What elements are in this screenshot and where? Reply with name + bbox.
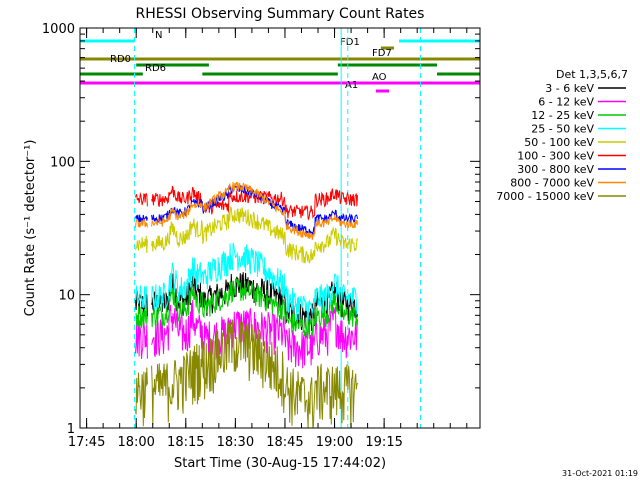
legend-entry: 6 - 12 keV	[538, 96, 594, 109]
y-tick-label: 1	[67, 422, 75, 437]
y-tick-label: 10	[58, 289, 75, 304]
series-line-1	[135, 299, 358, 369]
x-tick-label: 19:15	[365, 435, 402, 450]
legend-entry: 7000 - 15000 keV	[496, 190, 594, 203]
legend-title: Det 1,3,5,6,7	[556, 68, 628, 81]
legend-entry: 300 - 800 keV	[517, 163, 594, 176]
plot-frame	[79, 27, 481, 429]
legend-entry: 3 - 6 keV	[545, 82, 594, 95]
series-line-4	[135, 206, 358, 264]
flag-label-rd0: RD0	[110, 54, 131, 65]
legend-entry: 800 - 7000 keV	[510, 177, 594, 190]
flag-label-fd7: FD7	[372, 48, 392, 59]
flag-label-fd1: FD1	[340, 37, 360, 48]
series-line-8	[135, 319, 358, 429]
x-tick-label: 18:00	[117, 435, 154, 450]
series-line-2	[135, 278, 358, 340]
legend-entry: 50 - 100 keV	[524, 136, 594, 149]
flag-bars: N FD1 FD7 RD0 RD6 AO A1	[80, 30, 480, 93]
axes: 17:45 18:00 18:15 18:30 18:45 19:00 19:15 1 10 10…	[42, 22, 481, 450]
flag-label-n: N	[155, 30, 162, 41]
legend-entry: 12 - 25 keV	[531, 109, 594, 122]
y-tick-label: 1000	[42, 22, 75, 37]
flag-label-ao: AO	[372, 72, 387, 83]
flag-label-rd6: RD6	[145, 63, 166, 74]
x-tick-label: 18:45	[266, 435, 303, 450]
series-line-3	[135, 243, 358, 324]
legend-entry: 100 - 300 keV	[517, 150, 594, 163]
x-axis-label: Start Time (30-Aug-15 17:44:02)	[174, 456, 386, 471]
x-tick-label: 18:30	[217, 435, 254, 450]
x-tick-label: 19:00	[316, 435, 353, 450]
series-line-5	[135, 185, 358, 221]
flag-label-a1: A1	[345, 80, 358, 91]
plot-region	[134, 28, 421, 429]
chart-title: RHESSI Observing Summary Count Rates	[136, 6, 425, 22]
footer-timestamp: 31-Oct-2021 01:19	[562, 469, 638, 478]
series-line-7	[135, 181, 358, 240]
legend-entry: 25 - 50 keV	[531, 123, 594, 136]
x-tick-label: 17:45	[68, 435, 105, 450]
y-tick-label: 100	[50, 155, 75, 170]
x-tick-label: 18:15	[167, 435, 204, 450]
y-axis-label: Count Rate (s⁻¹ detector⁻¹)	[23, 140, 38, 317]
